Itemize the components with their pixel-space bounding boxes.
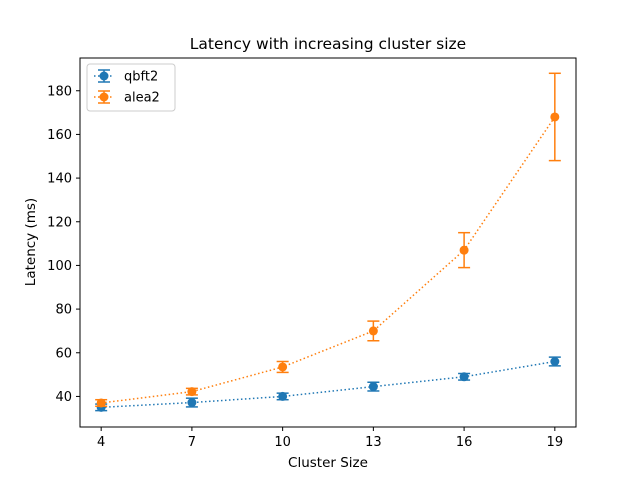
series-line — [101, 116, 556, 404]
series-qbft2 — [95, 356, 561, 412]
data-point — [459, 372, 469, 382]
data-point — [368, 326, 378, 336]
series-alea2 — [95, 72, 561, 408]
plot-area — [95, 72, 561, 412]
legend-item-qbft2: qbft2 — [94, 69, 158, 85]
y-tick-label: 180 — [47, 84, 72, 99]
y-tick-label: 140 — [47, 172, 72, 187]
y-tick-label: 120 — [47, 215, 72, 230]
legend-label: alea2 — [124, 91, 160, 106]
data-point — [550, 112, 560, 122]
legend: qbft2 alea2 — [86, 63, 176, 112]
legend-box — [86, 63, 176, 112]
legend-label: qbft2 — [124, 70, 158, 85]
chart-title: Latency with increasing cluster size — [190, 35, 466, 53]
data-point — [459, 245, 469, 255]
data-point — [187, 398, 197, 408]
y-tick-label: 80 — [55, 303, 72, 318]
data-point — [96, 398, 106, 408]
y-tick-label: 60 — [55, 346, 72, 361]
y-tick-label: 160 — [47, 128, 72, 143]
legend-marker — [99, 71, 109, 81]
y-axis-label: Latency (ms) — [23, 198, 39, 286]
x-axis-ticks: 4 7 10 13 16 19 — [97, 427, 563, 450]
data-point — [368, 382, 378, 392]
data-point — [278, 391, 288, 401]
legend-item-alea2: alea2 — [94, 90, 160, 106]
y-tick-label: 40 — [55, 390, 72, 405]
legend-marker — [99, 92, 109, 102]
y-tick-label: 100 — [47, 259, 72, 274]
data-point — [278, 362, 288, 372]
x-tick-label: 16 — [456, 435, 473, 450]
plot-frame — [79, 57, 577, 428]
y-axis-ticks: 40 60 80 100 120 140 160 180 — [47, 84, 80, 405]
x-tick-label: 4 — [97, 435, 105, 450]
x-tick-label: 13 — [365, 435, 382, 450]
data-point — [187, 387, 197, 397]
x-axis-label: Cluster Size — [288, 455, 368, 471]
x-tick-label: 10 — [274, 435, 291, 450]
data-point — [550, 356, 560, 366]
x-tick-label: 19 — [547, 435, 564, 450]
x-tick-label: 7 — [188, 435, 196, 450]
